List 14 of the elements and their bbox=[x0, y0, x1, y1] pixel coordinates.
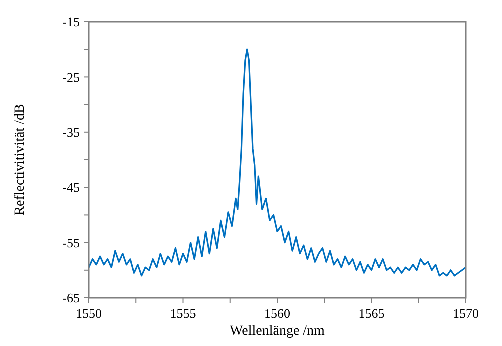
y-tick-label: -25 bbox=[62, 70, 80, 85]
y-tick-label: -55 bbox=[62, 235, 80, 250]
line-series bbox=[88, 48, 467, 277]
y-axis-title: Reflectivitivität /dB bbox=[13, 104, 28, 216]
y-tick-label: -15 bbox=[62, 14, 80, 30]
x-tick-label: 1555 bbox=[170, 306, 196, 321]
x-tick-label: 1565 bbox=[358, 306, 385, 321]
x-tick-label: 1550 bbox=[76, 306, 102, 321]
x-tick-label: 1570 bbox=[453, 306, 479, 321]
y-tick-label: -35 bbox=[62, 124, 80, 140]
x-axis-title: Wellenlänge /nm bbox=[230, 324, 326, 339]
y-tick-label: -45 bbox=[62, 180, 80, 196]
x-tick-label: 1560 bbox=[264, 306, 290, 321]
y-tick-label: -65 bbox=[62, 290, 80, 306]
